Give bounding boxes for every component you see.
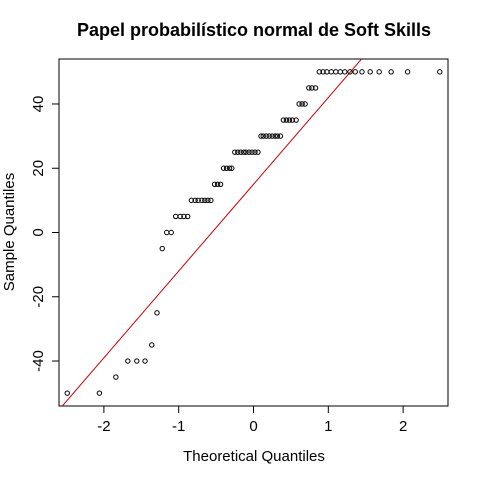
data-point: [328, 69, 334, 75]
data-point: [142, 358, 148, 364]
data-point: [266, 133, 272, 139]
data-point: [214, 181, 221, 188]
x-tick-label: 0: [249, 418, 257, 435]
chart-title: Papel probabilístico normal de Soft Skil…: [77, 20, 431, 40]
data-point: [289, 117, 296, 123]
data-point: [217, 181, 224, 188]
plot-frame: [58, 58, 449, 407]
data-point: [306, 85, 312, 91]
y-tick-label: -20: [30, 286, 47, 308]
data-point: [226, 165, 233, 171]
data-point: [238, 149, 244, 155]
data-point: [181, 213, 187, 220]
data-point: [125, 358, 131, 364]
data-point: [168, 229, 174, 236]
x-tick-label: -1: [172, 418, 185, 435]
data-point: [177, 213, 183, 220]
data-point: [359, 69, 365, 75]
data-point: [258, 133, 264, 139]
y-tick-label: 40: [30, 96, 47, 113]
data-point: [173, 213, 179, 220]
data-point: [302, 101, 308, 107]
data-point: [437, 69, 443, 75]
data-point: [388, 69, 394, 75]
x-tick-label: -2: [97, 418, 110, 435]
data-point: [376, 69, 382, 75]
y-axis: -40 -20 0 20 40: [30, 96, 59, 372]
data-point: [249, 149, 255, 155]
data-point: [159, 245, 165, 252]
data-point: [263, 133, 269, 139]
data-point: [202, 197, 208, 204]
data-point: [211, 181, 218, 188]
data-point: [149, 342, 155, 348]
data-point: [277, 133, 284, 139]
data-point: [154, 310, 160, 316]
data-point: [280, 117, 287, 123]
data-points: [64, 69, 443, 396]
y-tick-label: -40: [30, 350, 47, 372]
x-axis: -2 -1 0 1 2: [97, 406, 407, 435]
data-point: [260, 133, 266, 139]
data-point: [274, 133, 281, 139]
data-point: [64, 390, 70, 396]
y-tick-label: 0: [30, 228, 47, 236]
data-point: [164, 229, 170, 236]
data-point: [192, 197, 198, 204]
data-point: [286, 117, 293, 123]
x-tick-label: 1: [324, 418, 332, 435]
data-point: [134, 358, 140, 364]
data-point: [269, 133, 275, 139]
y-tick-label: 20: [30, 160, 47, 177]
data-point: [352, 69, 358, 75]
data-point: [293, 117, 299, 123]
data-point: [320, 69, 326, 75]
data-point: [342, 69, 348, 75]
data-point: [246, 149, 252, 155]
data-point: [333, 69, 339, 75]
data-point: [241, 149, 247, 155]
data-point: [272, 133, 278, 139]
data-point: [195, 197, 201, 204]
data-point: [199, 197, 205, 204]
data-point: [283, 117, 290, 123]
data-point: [337, 69, 343, 75]
x-tick-label: 2: [399, 418, 407, 435]
data-point: [113, 374, 119, 380]
data-point: [243, 149, 249, 155]
data-point: [347, 69, 353, 75]
data-point: [235, 149, 241, 155]
data-point: [296, 101, 302, 107]
data-point: [96, 390, 103, 396]
data-point: [309, 85, 315, 91]
data-point: [252, 149, 258, 155]
y-axis-label: Sample Quantiles: [1, 173, 18, 291]
data-point: [255, 149, 261, 155]
data-point: [220, 165, 227, 171]
data-point: [223, 165, 230, 171]
x-axis-label: Theoretical Quantiles: [183, 448, 325, 465]
data-point: [232, 149, 238, 155]
data-point: [367, 69, 373, 75]
data-point: [208, 197, 214, 204]
data-point: [205, 197, 211, 204]
data-point: [188, 197, 195, 204]
data-point: [312, 85, 319, 91]
data-point: [184, 213, 191, 220]
data-point: [316, 69, 323, 75]
data-point: [229, 165, 235, 171]
data-point: [404, 69, 411, 75]
data-point: [299, 101, 305, 107]
